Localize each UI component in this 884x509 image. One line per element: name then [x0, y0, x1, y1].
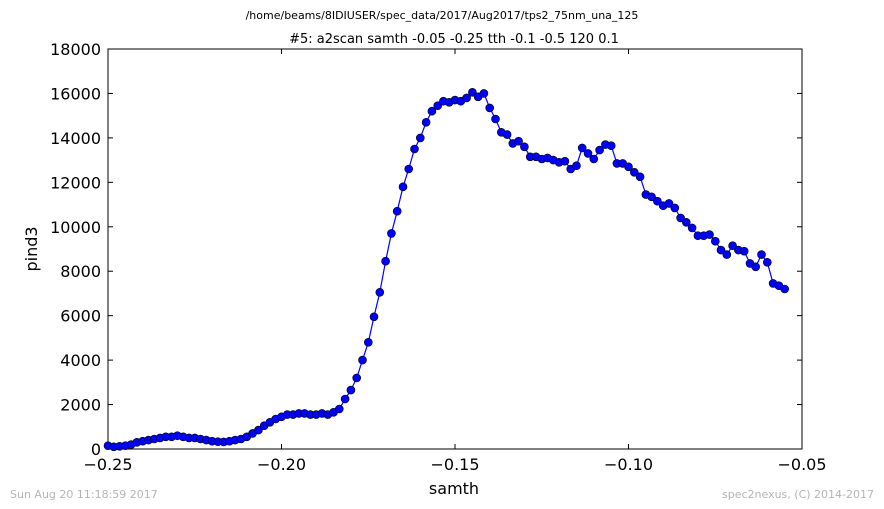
data-point [433, 101, 443, 110]
data-point [780, 284, 790, 294]
data-point [352, 373, 362, 383]
data-point [595, 145, 604, 155]
y-tick-label: 6000 [60, 307, 101, 326]
data-point [502, 130, 512, 139]
data-point [739, 246, 749, 256]
data-point [687, 223, 697, 233]
y-tick-label: 14000 [50, 129, 101, 148]
data-point [491, 114, 500, 124]
data-point [404, 164, 414, 174]
data-point [762, 257, 772, 267]
plot-area [107, 48, 803, 450]
data-point [381, 256, 390, 266]
data-point [415, 133, 425, 143]
y-tick-label: 0 [91, 440, 101, 459]
chart-title: #5: a2scan samth -0.05 -0.25 tth -0.1 -0… [289, 32, 619, 47]
data-point [589, 154, 599, 164]
data-point [583, 149, 593, 158]
data-point [340, 394, 350, 404]
data-point [572, 161, 581, 170]
data-point [369, 312, 379, 322]
footer-credit: spec2nexus, (C) 2014-2017 [722, 488, 874, 501]
x-axis-label: samth [429, 479, 479, 498]
y-tick-label: 12000 [50, 173, 101, 192]
data-point [421, 118, 431, 127]
data-point [606, 141, 616, 150]
file-path-title: /home/beams/8IDIUSER/spec_data/2017/Aug2… [246, 9, 639, 22]
tick-labels: −0.25 −0.20 −0.15 −0.10 −0.05 0 2000 4000 6000 80… [50, 40, 826, 474]
data-point [705, 230, 714, 239]
data-point [462, 93, 471, 103]
data-point [629, 168, 639, 177]
data-point [681, 218, 691, 227]
footer-timestamp: Sun Aug 20 11:18:59 2017 [10, 488, 158, 501]
data-point [375, 287, 385, 297]
y-tick-label: 18000 [50, 40, 101, 59]
data-point [624, 162, 633, 172]
data-point [254, 425, 263, 435]
data-point [560, 156, 570, 166]
y-tick-label: 4000 [60, 351, 101, 370]
data-markers [103, 88, 790, 452]
data-point [577, 143, 587, 153]
x-tick-label: −0.20 [257, 455, 306, 474]
data-point [716, 245, 726, 255]
data-point [664, 199, 674, 208]
data-point [334, 404, 344, 414]
y-tick-label: 2000 [60, 396, 101, 415]
data-point [647, 192, 656, 202]
data-point [346, 385, 356, 395]
data-point [358, 355, 367, 365]
data-point [710, 236, 720, 246]
data-point [653, 196, 662, 206]
data-point [757, 250, 766, 259]
data-point [392, 206, 402, 216]
axis-ticks [107, 48, 803, 450]
data-point [635, 172, 645, 182]
data-point [398, 182, 408, 192]
y-axis-label: pind3 [22, 226, 41, 271]
y-tick-label: 10000 [50, 218, 101, 237]
data-point [514, 136, 523, 146]
y-tick-label: 8000 [60, 262, 101, 281]
x-tick-label: −0.10 [604, 455, 653, 474]
data-point [479, 89, 489, 98]
data-point [676, 213, 685, 223]
x-tick-label: −0.15 [430, 455, 479, 474]
data-point [722, 250, 732, 259]
data-point [520, 142, 529, 152]
data-point [363, 337, 373, 347]
x-tick-label: −0.05 [777, 455, 826, 474]
x-tick-label: −0.25 [83, 455, 132, 474]
data-point [751, 262, 761, 272]
data-point [468, 88, 477, 97]
data-point [410, 144, 419, 154]
data-point [670, 203, 680, 213]
data-point [387, 229, 396, 238]
data-point [485, 103, 495, 113]
data-point [728, 241, 737, 250]
data-point [427, 106, 437, 116]
y-tick-label: 16000 [50, 84, 101, 103]
